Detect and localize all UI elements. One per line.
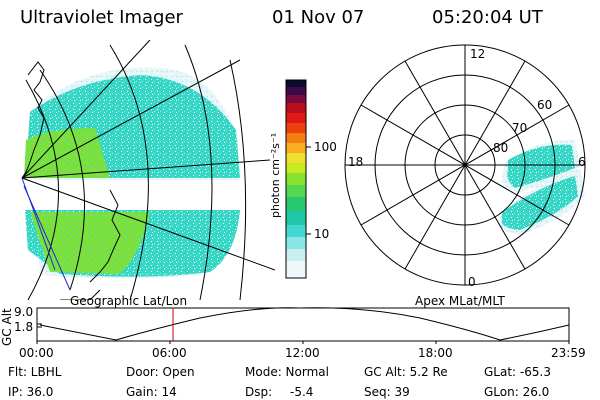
- orbit-x-tick-1800: 18:00: [418, 346, 453, 360]
- dsp-label: Dsp:: [245, 385, 273, 399]
- orbit-y-tick-9: 9.0: [14, 305, 34, 319]
- polar-plot: [344, 44, 586, 286]
- seq-info: Seq: 39: [364, 385, 410, 399]
- mlt-label-0: 0: [468, 275, 476, 289]
- left-panel-label: Geographic Lat/Lon: [70, 294, 188, 308]
- colorbar-unit: photon cm⁻²s⁻¹: [269, 132, 282, 218]
- colorbar-tick-10: 10: [314, 227, 330, 241]
- glat-info: GLat: -65.3: [484, 365, 551, 379]
- time-label: 05:20:04 UT: [432, 7, 543, 28]
- orbit-x-tick-0000: 00:00: [19, 346, 54, 360]
- date-label: 01 Nov 07: [272, 7, 365, 28]
- orbit-axis-title: GC Alt: [0, 308, 14, 346]
- colorbar: [285, 79, 311, 279]
- mlat-label-70: 70: [512, 121, 528, 135]
- door-info: Door: Open: [126, 365, 195, 379]
- mlt-label-12: 12: [470, 47, 486, 61]
- mlat-label-80: 80: [493, 141, 509, 155]
- mlt-label-6: 6: [578, 155, 586, 169]
- geographic-map: [20, 40, 275, 300]
- glon-info: GLon: 26.0: [484, 385, 550, 399]
- orbit-altitude-plot: [36, 307, 570, 344]
- orbit-y-tick-1-8: 1.8: [14, 320, 34, 334]
- mode-info: Mode: Normal: [245, 365, 329, 379]
- dsp-value: -5.4: [290, 385, 314, 399]
- mlt-label-18: 18: [348, 155, 364, 169]
- ip-info: IP: 36.0: [8, 385, 54, 399]
- orbit-x-tick-1200: 12:00: [285, 346, 320, 360]
- right-panel-label: Apex MLat/MLT: [415, 294, 505, 308]
- gain-info: Gain: 14: [126, 385, 177, 399]
- filter-info: Flt: LBHL: [8, 365, 62, 379]
- orbit-x-tick-0600: 06:00: [152, 346, 187, 360]
- mlat-label-60: 60: [537, 98, 553, 112]
- colorbar-tick-100: 100: [314, 140, 337, 154]
- orbit-x-tick-2359: 23:59: [551, 346, 586, 360]
- gc-alt-info: GC Alt: 5.2 Re: [364, 365, 448, 379]
- instrument-title: Ultraviolet Imager: [20, 7, 183, 28]
